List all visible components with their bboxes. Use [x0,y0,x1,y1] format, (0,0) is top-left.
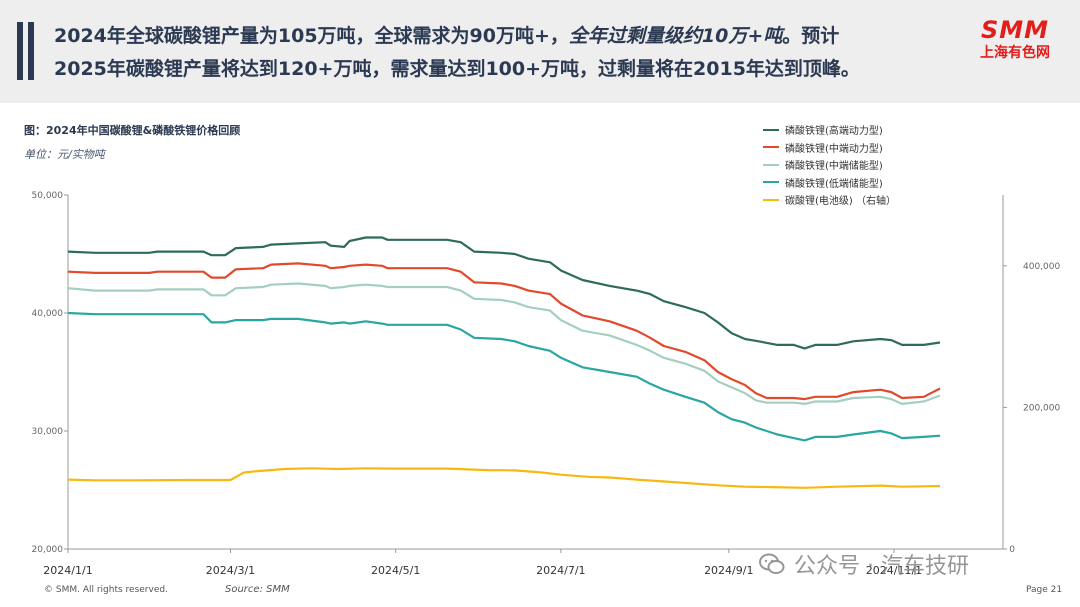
legend-item: 磷酸铁锂(中端储能型) [763,156,1003,174]
series-line [67,236,941,350]
x-tick-label: 2024/1/1 [43,564,92,577]
header-accent-bar [28,22,34,80]
right-y-tick-label: 400,000 [1023,262,1060,272]
headline-text: 2024年全球碳酸锂产量为105万吨，全球需求为90万吨+， [54,25,569,47]
series-line [67,282,941,405]
x-tick-label: 2024/7/1 [536,564,585,577]
series-line [67,467,941,489]
legend-item: 磷酸铁锂(高端动力型) [763,121,1003,139]
source-note: Source: SMM [225,584,290,595]
x-tick-label: 2024/11/1 [866,564,922,577]
legend-swatch [763,128,779,131]
legend-item: 磷酸铁锂(中端动力型) [763,139,1003,157]
watermark-text: 公众号 · 汽车技研 [794,554,969,579]
chart-legend: 磷酸铁锂(高端动力型) 磷酸铁锂(中端动力型) 磷酸铁锂(中端储能型) 磷酸铁锂(低端… [763,121,1003,209]
legend-item: 磷酸铁锂(低端储能型) [763,174,1003,192]
header-banner: 2024年全球碳酸锂产量为105万吨，全球需求为90万吨+，全年过剩量级约10万… [0,0,1080,103]
left-y-tick-label: 20,000 [32,545,64,555]
logo-subtext: 上海有色网 [980,45,1050,61]
wechat-icon [759,553,785,574]
headline-text: 。预计 [782,25,840,47]
legend-label: 磷酸铁锂(中端动力型) [785,143,883,155]
headline-line-1: 2024年全球碳酸锂产量为105万吨，全球需求为90万吨+，全年过剩量级约10万… [54,20,924,53]
series-line [67,311,941,442]
legend-swatch [763,163,779,166]
x-tick-label: 2024/9/1 [704,564,753,577]
headline-line-2: 2025年碳酸锂产量将达到120+万吨，需求量达到100+万吨，过剩量将在201… [54,58,860,80]
page-number: Page 21 [1026,585,1063,595]
logo-text: SMM [980,16,1050,44]
watermark: 公众号 · 汽车技研 [758,548,969,580]
x-tick-label: 2024/5/1 [371,564,420,577]
headline-emphasis: 全年过剩量级约10万+吨 [568,25,783,47]
right-y-tick-label: 200,000 [1023,403,1060,413]
legend-swatch [763,198,779,201]
legend-swatch [763,146,779,149]
legend-label: 磷酸铁锂(高端动力型) [785,126,883,138]
copyright: © SMM. All rights reserved. [44,585,168,595]
header-accent-bar [17,22,23,80]
chart-unit: 单位：元/实物吨 [24,148,105,161]
legend-item: 碳酸锂(电池级) （右轴） [763,191,1003,209]
legend-label: 碳酸锂(电池级) （右轴） [785,196,896,208]
chart-title: 图：2024年中国碳酸锂&磷酸铁锂价格回顾 [24,124,241,137]
x-tick-label: 2024/3/1 [206,564,255,577]
series-line [67,262,941,401]
legend-swatch [763,181,779,184]
legend-label: 磷酸铁锂(低端储能型) [785,178,883,190]
right-y-tick-label: 0 [1009,545,1015,555]
headline: 2024年全球碳酸锂产量为105万吨，全球需求为90万吨+，全年过剩量级约10万… [54,20,924,86]
left-y-tick-label: 40,000 [32,309,64,319]
smm-logo: SMM 上海有色网 [968,16,1062,62]
left-y-tick-label: 50,000 [32,191,64,201]
legend-label: 磷酸铁锂(中端储能型) [785,161,883,173]
left-y-tick-label: 30,000 [32,427,64,437]
